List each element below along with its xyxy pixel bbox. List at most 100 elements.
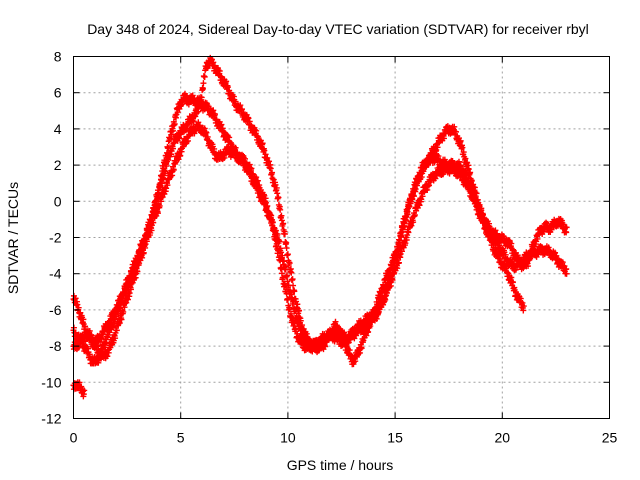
- data-point: [124, 296, 131, 303]
- data-point: [296, 307, 303, 314]
- data-point: [77, 309, 84, 316]
- data-point: [288, 313, 295, 320]
- data-point: [518, 299, 525, 306]
- data-point: [402, 240, 409, 247]
- data-point: [133, 263, 140, 270]
- data-point: [149, 214, 156, 221]
- data-point: [297, 317, 304, 324]
- data-point: [358, 345, 365, 352]
- data-point: [275, 194, 282, 201]
- data-point: [417, 171, 424, 178]
- y-tick-label: -6: [49, 302, 62, 318]
- data-point: [410, 188, 417, 195]
- data-point: [380, 283, 387, 290]
- data-point: [245, 115, 252, 122]
- data-point: [281, 258, 288, 265]
- data-point: [360, 337, 367, 344]
- data-point: [280, 220, 287, 227]
- data-point: [278, 249, 285, 256]
- data-point: [125, 282, 132, 289]
- data-point: [341, 337, 348, 344]
- data-point: [272, 181, 279, 188]
- data-point: [425, 182, 432, 189]
- data-point: [525, 263, 532, 270]
- data-point: [514, 252, 521, 259]
- data-point: [266, 158, 273, 165]
- data-point: [198, 94, 205, 101]
- data-point: [273, 184, 280, 191]
- data-point: [386, 283, 393, 290]
- data-point: [144, 231, 151, 238]
- data-point: [239, 156, 246, 163]
- data-point: [278, 217, 285, 224]
- data-point: [379, 290, 386, 297]
- data-point: [388, 264, 395, 271]
- data-point: [98, 348, 105, 355]
- data-point: [160, 175, 167, 182]
- data-point: [103, 339, 110, 346]
- data-point: [280, 274, 287, 281]
- data-point: [196, 122, 203, 129]
- data-point: [465, 166, 472, 173]
- data-point: [218, 121, 225, 128]
- data-point: [215, 67, 222, 74]
- data-point: [200, 80, 207, 87]
- data-point: [526, 255, 533, 262]
- x-tick-label: 5: [177, 430, 185, 446]
- data-point: [416, 202, 423, 209]
- data-point: [177, 152, 184, 159]
- data-point: [260, 194, 267, 201]
- y-axis-label: SDTVAR / TECUs: [5, 182, 21, 294]
- data-point: [124, 288, 131, 295]
- data-point: [155, 191, 162, 198]
- y-tick-label: -12: [41, 411, 61, 427]
- data-point: [203, 129, 210, 136]
- data-point: [274, 190, 281, 197]
- data-point: [305, 335, 312, 342]
- y-tick-label: 6: [54, 85, 62, 101]
- data-point: [192, 113, 199, 120]
- x-tick-label: 0: [70, 430, 78, 446]
- data-point: [407, 223, 414, 230]
- data-point: [196, 103, 203, 110]
- data-point: [224, 84, 231, 91]
- data-point: [353, 332, 360, 339]
- data-point: [277, 206, 284, 213]
- data-point: [405, 229, 412, 236]
- data-point: [283, 239, 290, 246]
- data-point: [223, 78, 230, 85]
- data-point: [233, 150, 240, 157]
- data-point: [186, 132, 193, 139]
- data-point: [380, 301, 387, 308]
- data-point: [478, 205, 485, 212]
- data-point: [227, 139, 234, 146]
- data-point: [127, 273, 134, 280]
- data-point: [395, 246, 402, 253]
- data-point: [372, 308, 379, 315]
- data-point: [274, 231, 281, 238]
- data-point: [154, 200, 161, 207]
- data-point: [457, 137, 464, 144]
- data-point: [374, 301, 381, 308]
- data-point: [112, 335, 119, 342]
- data-point: [247, 121, 254, 128]
- data-point: [176, 105, 183, 112]
- data-point: [82, 323, 89, 330]
- data-point: [480, 211, 487, 218]
- data-point: [494, 230, 501, 237]
- y-tick-label: 2: [54, 157, 62, 173]
- data-point: [269, 169, 276, 176]
- data-point: [471, 190, 478, 197]
- data-point: [328, 333, 335, 340]
- data-point: [135, 256, 142, 263]
- data-point: [409, 195, 416, 202]
- data-point: [332, 318, 339, 325]
- data-point: [163, 185, 170, 192]
- data-point: [267, 165, 274, 172]
- data-point: [183, 138, 190, 145]
- data-point: [528, 247, 535, 254]
- data-point: [276, 238, 283, 245]
- data-point: [348, 352, 355, 359]
- data-point: [376, 294, 383, 301]
